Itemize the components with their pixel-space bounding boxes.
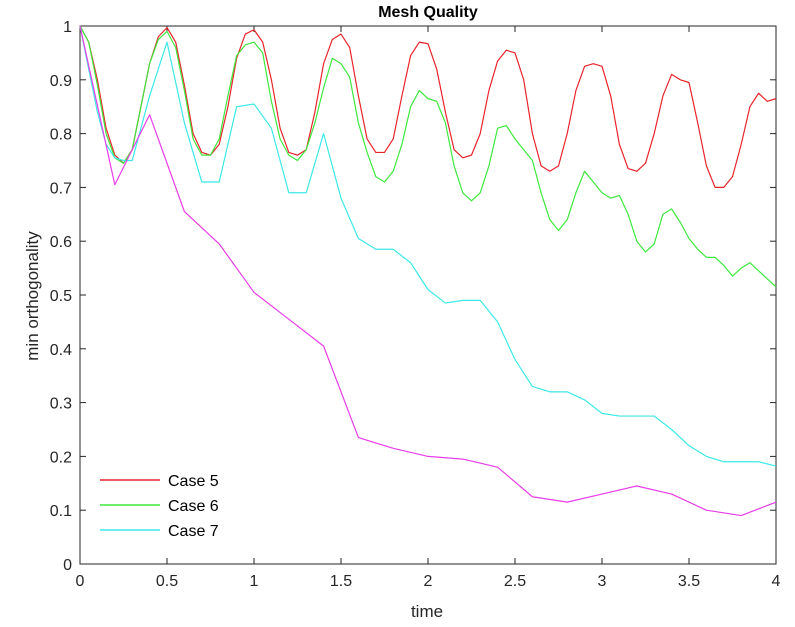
x-tick-label: 2.5	[504, 573, 526, 590]
legend: Case 5 Case 6 Case 7	[94, 465, 234, 546]
y-tick-label: 0.9	[50, 73, 72, 90]
plot-area: 0 0.5 1 1.5 2 2.5 3 3.5 4 0 0.1 0.2 0.3 0.4 0.5 0.6 0.7 0…	[50, 19, 781, 590]
chart-title: Mesh Quality	[378, 4, 478, 21]
x-tick-label: 1.5	[330, 573, 352, 590]
legend-label: Case 6	[168, 498, 219, 515]
y-tick-label: 1	[63, 19, 72, 36]
x-tick-label: 3	[598, 573, 607, 590]
x-tick-label: 4	[772, 573, 781, 590]
x-axis-label: time	[411, 602, 443, 621]
series-line	[79, 25, 777, 467]
legend-label: Case 5	[168, 473, 219, 490]
x-tick-label: 0.5	[156, 573, 178, 590]
y-tick-label: 0	[63, 557, 72, 574]
x-tick-label: 1	[250, 573, 259, 590]
legend-label: Case 7	[168, 523, 219, 540]
y-tick-label: 0.3	[50, 396, 72, 413]
series-line	[79, 25, 777, 188]
x-tick-label: 3.5	[678, 573, 700, 590]
y-tick-label: 0.7	[50, 180, 72, 197]
y-tick-label: 0.2	[50, 449, 72, 466]
series-line	[79, 25, 777, 288]
y-tick-label: 0.4	[50, 342, 72, 359]
y-tick-label: 0.8	[50, 127, 72, 144]
x-tick-label: 2	[424, 573, 433, 590]
y-axis-label: min orthogonality	[23, 231, 42, 361]
y-tick-label: 0.5	[50, 288, 72, 305]
y-tick-label: 0.1	[50, 503, 72, 520]
series-line	[79, 25, 777, 517]
x-tick-label: 0	[76, 573, 85, 590]
y-tick-label: 0.6	[50, 234, 72, 251]
